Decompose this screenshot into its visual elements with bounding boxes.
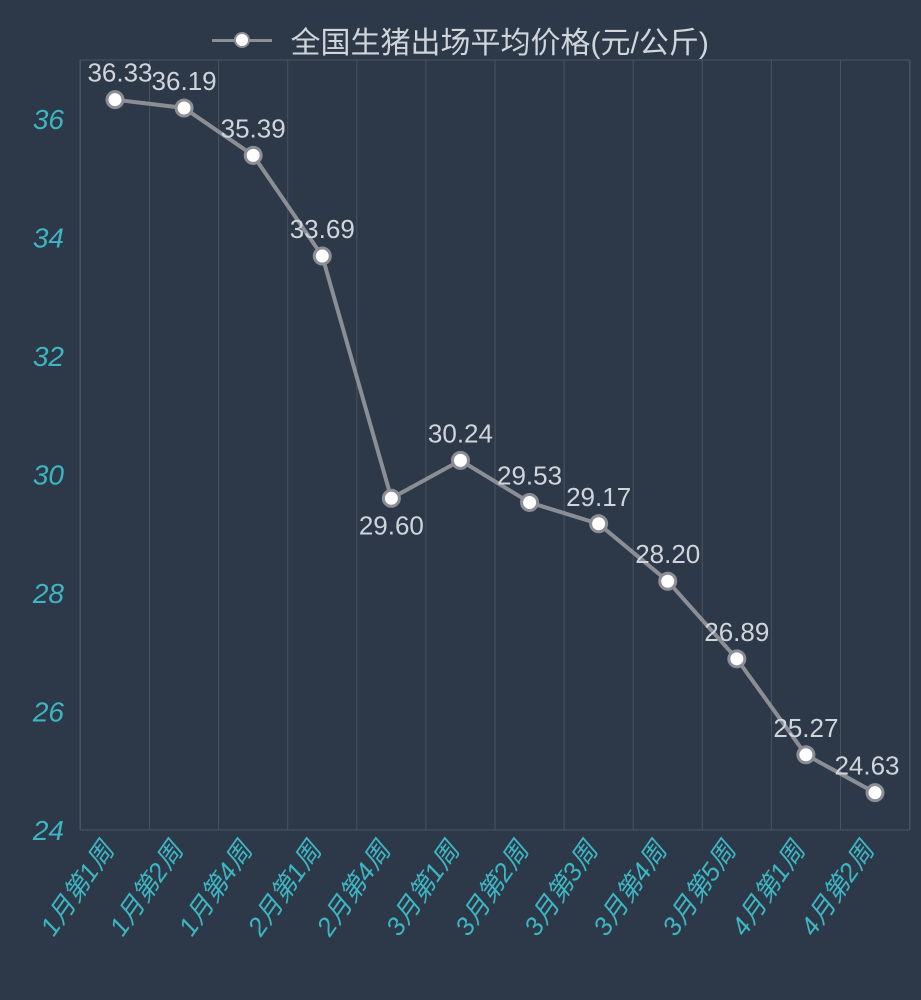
data-point xyxy=(314,248,330,264)
y-tick-label: 32 xyxy=(33,341,65,372)
data-label: 33.69 xyxy=(290,214,355,244)
data-label: 25.27 xyxy=(773,713,838,743)
data-label: 29.17 xyxy=(566,482,631,512)
data-point xyxy=(867,785,883,801)
chart-container: 全国生猪出场平均价格(元/公斤) 242628303234361月第1周1月第2… xyxy=(0,0,921,1000)
data-label: 24.63 xyxy=(834,751,899,781)
data-point xyxy=(798,747,814,763)
data-label: 29.60 xyxy=(359,510,424,540)
y-tick-label: 34 xyxy=(33,223,64,254)
data-label: 28.20 xyxy=(635,539,700,569)
data-point xyxy=(591,516,607,532)
data-point xyxy=(107,92,123,108)
y-tick-label: 30 xyxy=(33,460,65,491)
y-tick-label: 36 xyxy=(33,104,65,135)
data-label: 36.33 xyxy=(87,58,152,88)
data-point xyxy=(245,147,261,163)
chart-svg: 242628303234361月第1周1月第2周1月第4周2月第1周2月第4周3… xyxy=(0,0,921,1000)
x-tick-label: 4月第2周 xyxy=(794,834,882,941)
data-label: 29.53 xyxy=(497,460,562,490)
data-point xyxy=(729,651,745,667)
data-point xyxy=(452,452,468,468)
data-point xyxy=(660,573,676,589)
data-point xyxy=(522,494,538,510)
data-label: 36.19 xyxy=(152,66,217,96)
data-label: 35.39 xyxy=(221,113,286,143)
data-label: 26.89 xyxy=(704,617,769,647)
data-point xyxy=(383,490,399,506)
y-tick-label: 26 xyxy=(32,697,65,728)
data-label: 30.24 xyxy=(428,418,493,448)
data-point xyxy=(176,100,192,116)
y-tick-label: 28 xyxy=(32,578,65,609)
y-tick-label: 24 xyxy=(32,815,64,846)
